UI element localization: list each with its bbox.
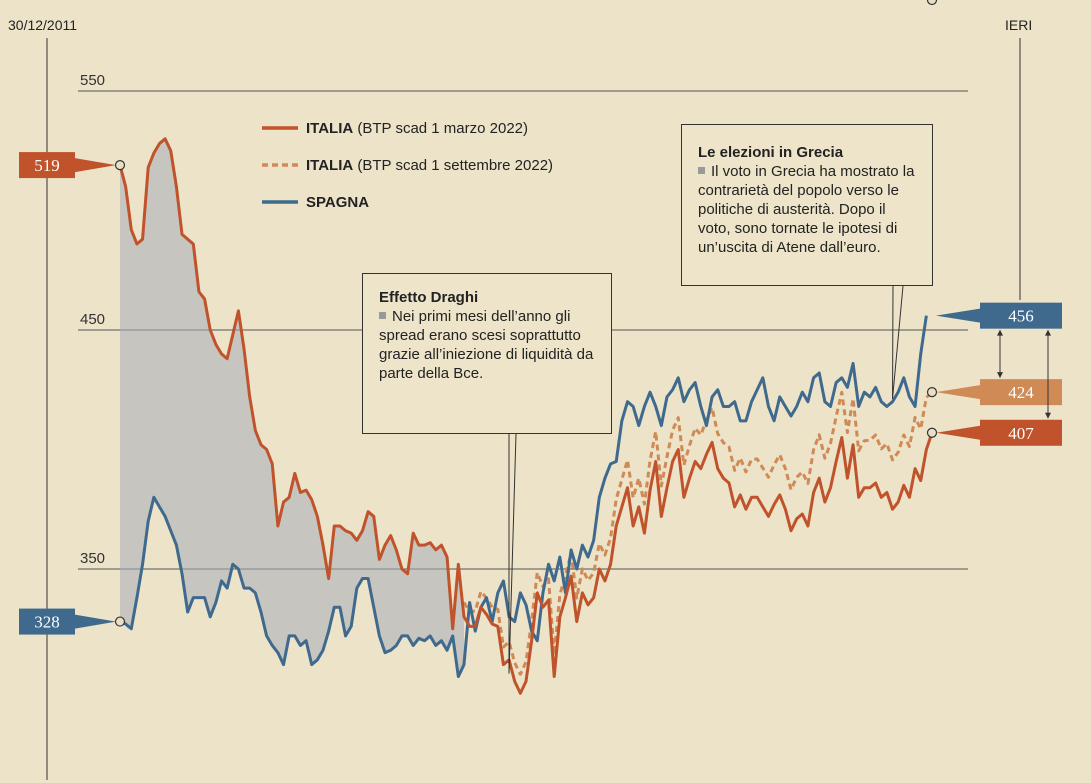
- legend-entry-1: ITALIA (BTP scad 1 settembre 2022): [306, 157, 553, 174]
- annotation-title: Effetto Draghi: [379, 289, 479, 306]
- flag-italia-start-box: [19, 152, 75, 179]
- annotation-text: Nei primi mesi dell’anno gli spread eran…: [379, 308, 594, 382]
- annotation-elezioni-grecia: Le elezioni in Grecia Il voto in Grecia …: [681, 124, 933, 286]
- legend-entry-0: ITALIA (BTP scad 1 marzo 2022): [306, 120, 528, 137]
- y-tick-label: 450: [80, 311, 105, 328]
- series-line-italia-settembre-2022: [462, 390, 934, 676]
- range-arrow-spagna-settembre-head-bottom: [997, 372, 1003, 379]
- marker-spagna-start: [114, 616, 126, 627]
- series-line-italia-marzo-2022: [118, 137, 934, 695]
- range-arrow-spagna-settembre-head-top: [997, 329, 1003, 336]
- flag-spagna-end-pointer: [936, 308, 980, 323]
- flag-spagna-end-label: 456: [1008, 307, 1034, 326]
- flag-spagna-end-box: [980, 302, 1062, 329]
- annotation-effetto-draghi: Effetto Draghi Nei primi mesi dell’anno …: [362, 273, 612, 434]
- start-date-label: 30/12/2011: [8, 17, 77, 33]
- legend-series-name: ITALIA: [306, 157, 353, 174]
- bullet-square-icon: [698, 167, 705, 174]
- flag-spagna-start-box: [19, 608, 75, 635]
- flag-italia-start-label: 519: [34, 156, 60, 175]
- y-tick-label: 550: [80, 72, 105, 89]
- legend-series-name: SPAGNA: [306, 194, 369, 211]
- end-date-label: IERI: [1005, 17, 1032, 33]
- legend-entry-2: SPAGNA: [306, 194, 369, 211]
- pointer-line-grecia-2: [892, 285, 904, 399]
- annotation-title: Le elezioni in Grecia: [698, 144, 844, 161]
- pointer-line-draghi-2: [508, 433, 517, 674]
- flag-italia-start-pointer: [75, 158, 116, 173]
- range-arrow-spagna-marzo-head-top: [1045, 329, 1051, 336]
- bullet-square-icon: [379, 312, 386, 319]
- marker-italia-settembre-end: [926, 387, 938, 398]
- flag-italia-settembre-end-label: 424: [1008, 383, 1034, 402]
- flag-italia-marzo-end-label: 407: [1008, 424, 1034, 443]
- legend-series-detail: (BTP scad 1 marzo 2022): [353, 120, 528, 137]
- spread-gap-area: [120, 138, 464, 677]
- legend-series-name: ITALIA: [306, 120, 353, 137]
- range-arrow-spagna-marzo-head-bottom: [1045, 412, 1051, 419]
- marker-italia-marzo-end: [926, 427, 938, 438]
- y-tick-label: 350: [80, 550, 105, 567]
- flag-italia-marzo-end-pointer: [936, 425, 980, 440]
- annotation-text: Il voto in Grecia ha mostrato la contrar…: [698, 163, 915, 256]
- marker-italia-start: [114, 159, 126, 171]
- marker-spagna-end: [926, 0, 938, 6]
- flag-spagna-start-pointer: [75, 614, 116, 629]
- flag-italia-marzo-end-box: [980, 419, 1062, 446]
- flag-spagna-start-label: 328: [34, 613, 60, 632]
- legend-series-detail: (BTP scad 1 settembre 2022): [353, 157, 553, 174]
- series-line-spagna: [119, 315, 928, 679]
- flag-italia-settembre-end-pointer: [936, 385, 980, 400]
